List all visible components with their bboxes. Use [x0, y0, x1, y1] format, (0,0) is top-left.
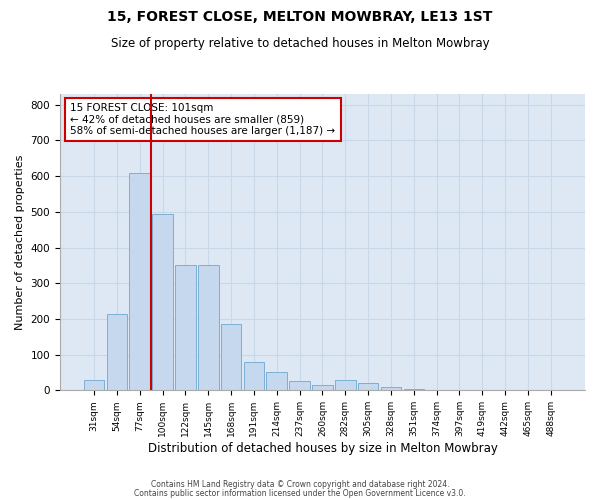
Bar [152, 214, 173, 390]
Text: Size of property relative to detached houses in Melton Mowbray: Size of property relative to detached ho… [110, 38, 490, 51]
Bar [404, 388, 424, 390]
Bar [289, 382, 310, 390]
Bar [244, 362, 264, 390]
Y-axis label: Number of detached properties: Number of detached properties [15, 154, 25, 330]
Bar [380, 387, 401, 390]
Bar [266, 372, 287, 390]
Text: Contains public sector information licensed under the Open Government Licence v3: Contains public sector information licen… [134, 489, 466, 498]
Bar [198, 266, 218, 390]
Bar [84, 380, 104, 390]
Text: 15 FOREST CLOSE: 101sqm
← 42% of detached houses are smaller (859)
58% of semi-d: 15 FOREST CLOSE: 101sqm ← 42% of detache… [70, 103, 335, 136]
Text: Contains HM Land Registry data © Crown copyright and database right 2024.: Contains HM Land Registry data © Crown c… [151, 480, 449, 489]
Bar [221, 324, 241, 390]
Bar [335, 380, 356, 390]
Bar [312, 385, 333, 390]
Bar [107, 314, 127, 390]
Bar [175, 266, 196, 390]
Text: 15, FOREST CLOSE, MELTON MOWBRAY, LE13 1ST: 15, FOREST CLOSE, MELTON MOWBRAY, LE13 1… [107, 10, 493, 24]
Bar [358, 383, 379, 390]
X-axis label: Distribution of detached houses by size in Melton Mowbray: Distribution of detached houses by size … [148, 442, 497, 455]
Bar [130, 172, 150, 390]
